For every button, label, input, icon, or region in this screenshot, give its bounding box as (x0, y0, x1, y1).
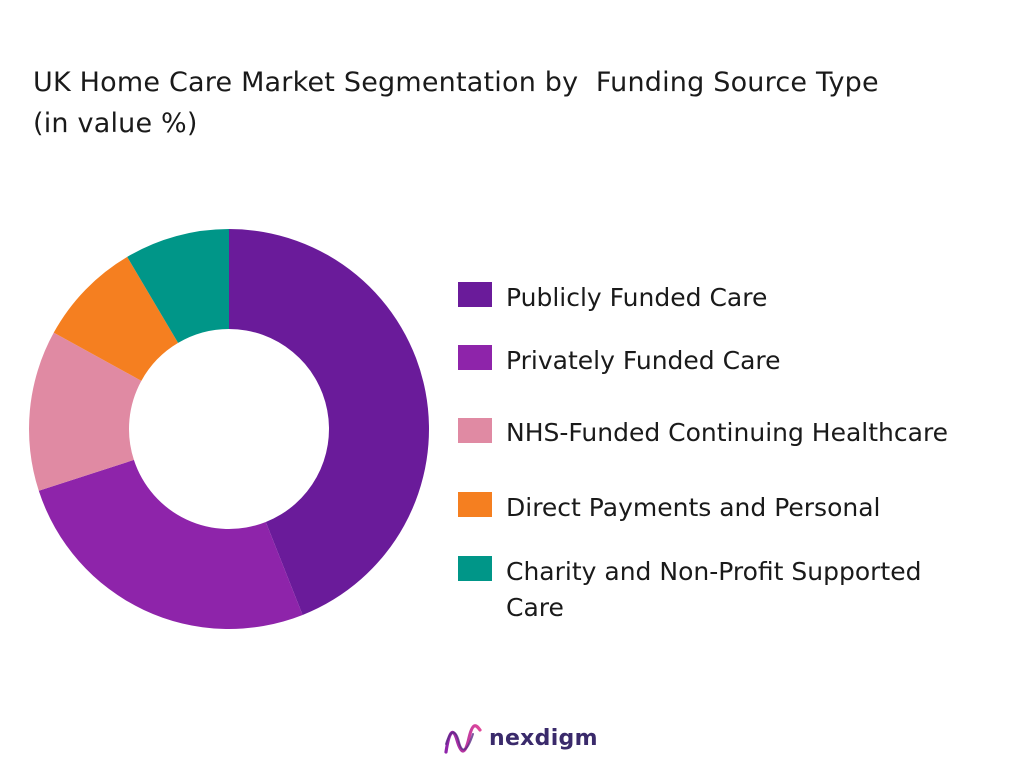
legend-label-charity-line-2: Care (506, 593, 564, 622)
donut-slice-publicly-funded-care (229, 229, 429, 615)
legend-swatch-charity (458, 556, 492, 581)
chart-title-line-2: (in value %) (33, 108, 198, 139)
nexdigm-logo: nexdigm (443, 720, 598, 764)
legend-swatch-nhs-funded (458, 418, 492, 443)
legend-swatch-publicly-funded (458, 282, 492, 307)
donut-chart (29, 229, 429, 629)
legend-label-charity-line-1: Charity and Non-Profit Supported (506, 557, 922, 586)
donut-slice-nhs-funded-continuing-healthcare (29, 332, 142, 491)
donut-slice-direct-payments-and-personal (53, 256, 179, 381)
legend-label-direct-payments: Direct Payments and Personal (506, 493, 881, 522)
donut-slice-charity-and-non-profit-supported-care (127, 229, 229, 343)
legend-swatch-direct-payments (458, 492, 492, 517)
chart-title-line-1: UK Home Care Market Segmentation by Fund… (33, 67, 879, 98)
legend-swatch-privately-funded (458, 345, 492, 370)
donut-slice-privately-funded-care (38, 459, 303, 629)
legend-label-nhs-funded: NHS-Funded Continuing Healthcare (506, 418, 949, 447)
legend-label-privately-funded: Privately Funded Care (506, 346, 781, 375)
nexdigm-logo-icon (444, 724, 482, 754)
chart-title: UK Home Care Market Segmentation by Fund… (33, 62, 993, 144)
nexdigm-logo-text: nexdigm (489, 726, 598, 751)
legend-label-publicly-funded: Publicly Funded Care (506, 283, 768, 312)
